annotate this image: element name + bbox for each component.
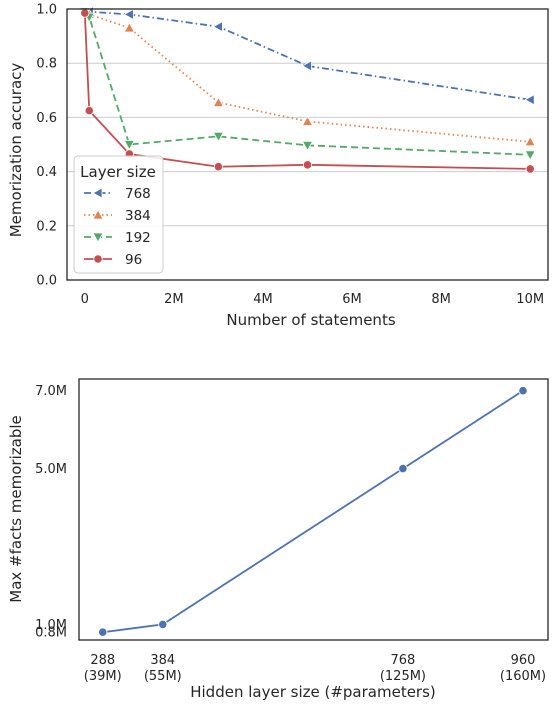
chart2-y-ticks: 0.8M1.0M 5.0M 7.0M [35,384,67,641]
max-facts-point [158,619,168,630]
series-line-96 [83,13,531,170]
legend-label: 96 [125,252,142,268]
chart2-y-tick-label: 1.0M [35,618,67,633]
max-facts-line [102,389,524,634]
chart1-y-ticks: 0.0 0.2 0.4 0.6 0.8 1.0 [36,3,57,289]
legend-marker [92,232,104,243]
data-point-768 [524,94,535,106]
max-facts-series [98,386,528,637]
data-point-96 [213,162,224,172]
data-point-192 [212,131,225,143]
chart1-legend: Layer size 768 384 192 96 [73,155,164,274]
data-point-384 [212,96,225,107]
legend-entry-768: 768 [84,186,151,202]
data-point-768 [301,60,312,72]
max-facts-point [518,386,528,396]
data-point-384 [301,115,314,126]
data-point-768 [123,8,134,21]
chart1-y-tick-label: 0.0 [36,274,57,289]
chart1-y-tick-label: 0.8 [36,57,57,72]
chart1-series-group [78,5,536,174]
data-point-192 [524,150,536,161]
chart2-x-ticks: 288(39M) 384(55M) 768(125M) 960(160M) [84,653,546,684]
accuracy-chart: 0 2M 4M 6M 8M 10M 0.0 0.2 0.4 0.6 0.8 1.0 Number o… [7,3,549,329]
chart2-y-tick-label: 0.8M [35,626,67,641]
chart2-frame [78,378,549,641]
chart1-x-axis-label: Number of statements [226,311,395,329]
legend-title: Layer size [80,163,156,181]
chart2-x-tick-label: 288 [90,653,115,668]
max-facts-chart: 288(39M) 384(55M) 768(125M) 960(160M) 0.8M1… [7,378,549,701]
data-point-384 [524,135,536,147]
chart2-y-axis-label: Max #facts memorizable [7,415,25,602]
legend-label: 384 [125,208,151,224]
data-point-96 [80,8,90,18]
chart1-x-tick-label: 0 [81,292,89,307]
chart2-x-tick-label: 960 [511,653,536,668]
chart2-y-tick-label: 7.0M [35,384,67,399]
chart1-y-tick-label: 0.4 [36,165,57,180]
chart1-x-tick-label: 6M [342,292,362,307]
chart2-x-tick-sublabel: (160M) [500,669,546,684]
chart1-x-ticks: 0 2M 4M 6M 8M 10M [81,292,544,307]
series-96 [80,8,535,174]
chart1-y-tick-label: 1.0 [36,3,57,18]
data-point-96 [302,160,313,170]
chart2-x-tick-label: 768 [391,653,416,668]
legend-entry-384: 384 [84,208,151,224]
data-point-768 [212,20,223,33]
chart2-x-tick-sublabel: (39M) [84,669,122,684]
chart1-x-tick-label: 8M [431,292,451,307]
legend-entry-96: 96 [84,252,142,268]
chart2-y-tick-label: 5.0M [35,462,67,477]
legend-label: 768 [125,186,151,202]
chart2-x-tick-label: 384 [150,653,175,668]
chart2-plot-area [79,379,548,640]
legend-marker [93,254,103,264]
legend-marker [92,209,104,220]
legend-entry-192: 192 [84,230,151,246]
legend-label: 192 [125,230,151,246]
legend-box [73,155,164,274]
max-facts-point [98,627,108,637]
chart1-y-axis-label: Memorization accuracy [7,63,25,238]
data-point-384 [123,22,136,33]
chart2-x-axis-label: Hidden layer size (#parameters) [190,683,436,701]
chart1-x-tick-label: 10M [516,292,544,307]
chart1-x-tick-label: 2M [164,292,184,307]
chart2-x-tick-sublabel: (55M) [144,669,182,684]
data-point-192 [301,140,314,152]
max-facts-point [398,463,408,474]
chart1-x-tick-label: 4M [253,292,273,307]
chart2-series-group [98,386,528,637]
data-point-96 [525,164,535,174]
chart1-y-tick-label: 0.2 [36,219,57,234]
chart2-x-tick-sublabel: (125M) [380,669,426,684]
chart1-frame [66,8,549,281]
data-point-192 [123,140,136,151]
data-point-96 [84,106,94,116]
chart1-y-tick-label: 0.6 [36,111,57,126]
legend-marker [92,187,103,199]
